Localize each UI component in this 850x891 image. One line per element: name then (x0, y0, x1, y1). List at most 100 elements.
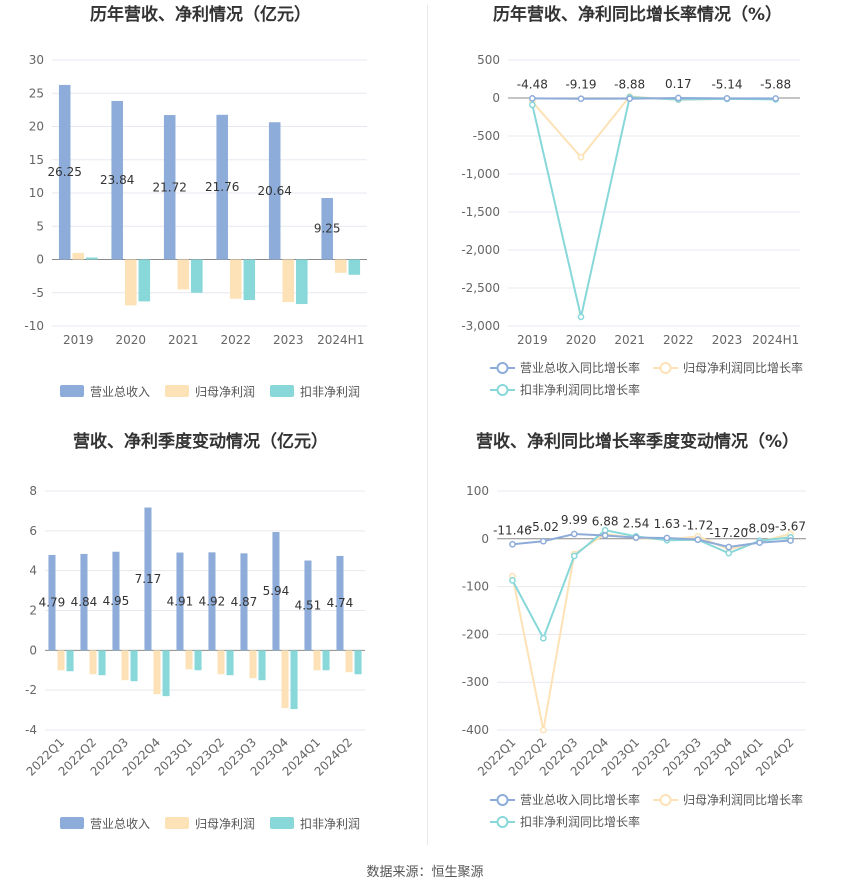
legend-marker (496, 384, 509, 396)
data-source-label: 数据来源：恒生聚源 (366, 865, 484, 880)
y-tick-label: -3,000 (461, 319, 500, 333)
bar-1 (229, 259, 242, 299)
legend-label: 扣非净利润 (300, 385, 360, 399)
vertical-divider (427, 5, 428, 845)
bar-2 (162, 650, 170, 697)
bar-2 (66, 650, 74, 672)
y-tick-label: -10 (24, 319, 44, 333)
series-line-0 (532, 96, 776, 100)
data-point-0 (626, 95, 634, 103)
legend-swatch (270, 817, 294, 829)
bar-0 (80, 553, 88, 651)
bar-2 (194, 650, 202, 671)
bar-1 (345, 650, 353, 673)
bar-0 (208, 552, 216, 651)
data-point-2 (725, 549, 733, 557)
bar-1 (282, 259, 295, 303)
y-tick-label: -1,500 (461, 205, 500, 219)
data-label: 26.25 (48, 165, 82, 179)
bar-1 (313, 650, 321, 671)
y-tick-label: 20 (29, 120, 44, 134)
legend-label: 归母净利润 (195, 817, 255, 831)
bar-2 (348, 259, 361, 275)
bar-1 (124, 259, 137, 306)
data-point-1 (577, 153, 585, 161)
bar-2 (354, 650, 362, 675)
data-label: -8.88 (614, 78, 645, 92)
data-point-0 (528, 94, 536, 102)
data-label: 4.79 (39, 596, 66, 610)
data-point-0 (509, 540, 516, 548)
legend-swatch (270, 385, 294, 397)
bar-1 (334, 259, 347, 273)
bar-1 (177, 259, 190, 290)
data-label: 9.99 (561, 513, 588, 527)
y-tick-label: -500 (473, 129, 500, 143)
data-label: 23.84 (100, 173, 134, 187)
series-line-2 (511, 529, 791, 641)
data-label: 4.51 (295, 598, 322, 612)
legend-swatch (165, 385, 189, 397)
bar-2 (296, 259, 308, 305)
y-tick-label: -4 (25, 723, 37, 737)
data-point-0 (663, 534, 671, 542)
data-label: 6.88 (592, 515, 619, 529)
bar-0 (163, 115, 176, 260)
data-point-0 (723, 95, 731, 102)
data-label: 21.72 (153, 180, 187, 194)
bar-0 (112, 551, 120, 651)
data-point-2 (528, 101, 536, 109)
data-point-0 (787, 537, 794, 544)
y-tick-label: -5 (32, 286, 44, 300)
bar-0 (176, 552, 184, 651)
y-tick-label: 100 (466, 484, 489, 498)
data-label: -11.46 (493, 523, 532, 537)
data-label: 4.92 (199, 594, 226, 608)
legend-label: 归母净利润 (195, 385, 255, 399)
data-point-0 (570, 530, 578, 538)
legend-label: 扣非净利润同比增长率 (520, 382, 640, 397)
data-label: 4.87 (231, 595, 258, 609)
y-tick-label: 0 (492, 91, 500, 105)
bar-2 (98, 650, 106, 676)
bar-1 (217, 650, 225, 675)
data-label: 7.17 (135, 572, 162, 586)
y-tick-label: 30 (29, 53, 44, 67)
x-tick-label: 2024H1 (317, 333, 364, 347)
chart-title: 营收、净利同比增长率季度变动情况（%） (476, 431, 799, 452)
legend-label: 营业总收入同比增长率 (520, 792, 640, 807)
bar-0 (336, 555, 344, 651)
y-tick-label: 25 (29, 86, 44, 100)
y-tick-label: 10 (29, 186, 44, 200)
bar-0 (48, 554, 56, 651)
x-tick-label: 2023 (712, 333, 743, 347)
bar-1 (281, 650, 289, 709)
data-label: -8.09 (744, 522, 775, 536)
y-tick-label: -400 (462, 723, 489, 737)
series-line-1 (511, 532, 791, 731)
legend-label: 扣非净利润 (300, 817, 360, 831)
bar-2 (258, 650, 266, 681)
data-point-2 (570, 552, 578, 560)
y-tick-label: 5 (36, 219, 44, 233)
data-label: 9.25 (314, 222, 341, 236)
bar-2 (226, 650, 234, 676)
data-label: -9.19 (565, 78, 596, 92)
x-tick-label: 2019 (517, 333, 548, 347)
data-label: 4.84 (71, 595, 98, 609)
legend-label: 归母净利润同比增长率 (683, 792, 803, 807)
bar-2 (86, 257, 98, 260)
chart-title: 历年营收、净利同比增长率情况（%） (493, 4, 782, 25)
series-line-1 (531, 95, 776, 159)
x-tick-label: 2022 (220, 333, 251, 347)
y-tick-label: 4 (29, 564, 37, 578)
x-tick-label: 2024H1 (752, 333, 799, 347)
data-point-0 (601, 532, 609, 539)
data-point-2 (509, 577, 516, 584)
data-label: 4.95 (103, 594, 130, 608)
series-line-2 (531, 96, 776, 318)
data-point-0 (540, 537, 547, 545)
bar-2 (130, 650, 138, 682)
data-label: -3.67 (775, 520, 806, 534)
data-label: 2.54 (623, 517, 650, 531)
